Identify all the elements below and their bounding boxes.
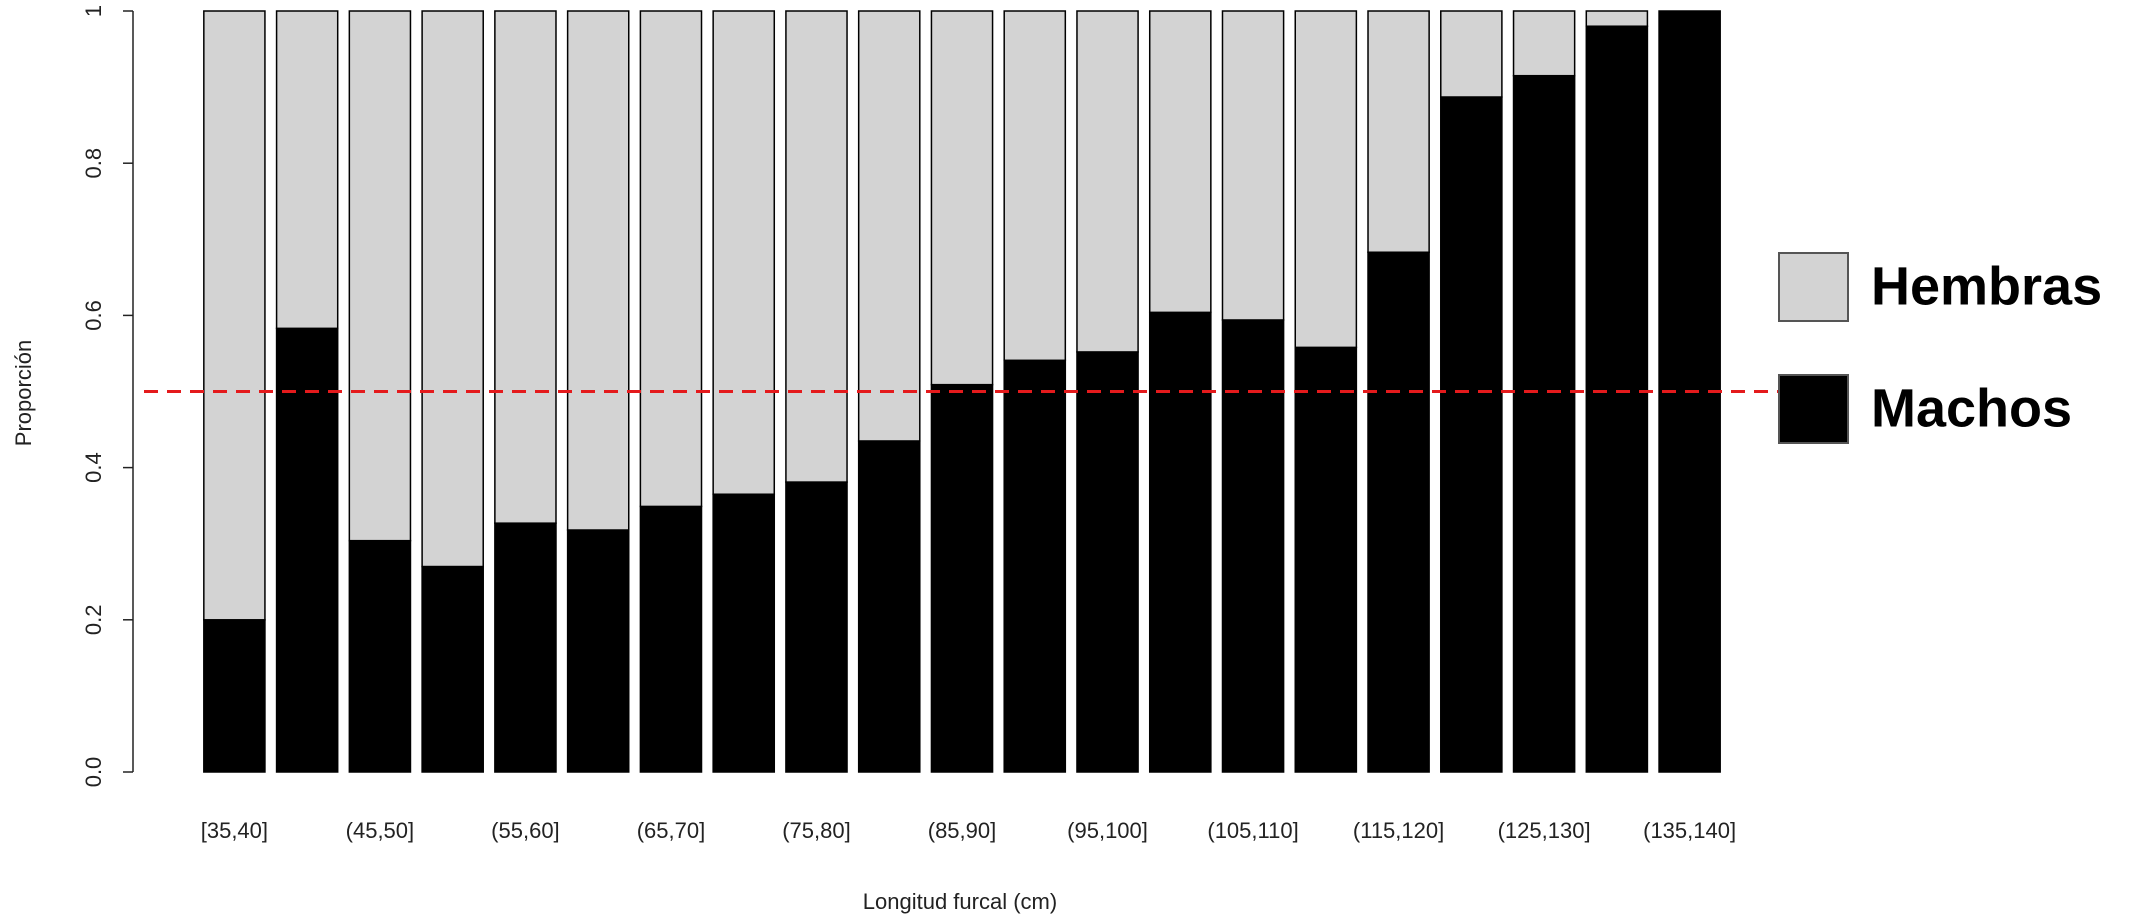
bar-segment: [203, 619, 266, 773]
bar-segment: [857, 10, 921, 442]
y-tick-label: 0.4: [81, 452, 106, 483]
x-tick-label: (75,80]: [782, 818, 851, 843]
bar-segment: [1294, 10, 1358, 349]
bar-segment: [1148, 311, 1212, 773]
bar-segment: [203, 10, 266, 621]
bar-segment: [857, 440, 921, 773]
bar-segment: [639, 10, 703, 508]
bar-segment: [1076, 10, 1139, 353]
bar-segment: [566, 529, 630, 773]
y-tick-label: 0.8: [81, 148, 106, 179]
y-tick-label: 1: [81, 5, 106, 17]
x-tick-label: [35,40]: [201, 818, 268, 843]
bar-segment: [639, 505, 703, 773]
bar-segment: [348, 10, 412, 542]
bar-segment: [1221, 319, 1285, 773]
bar-segment: [1294, 346, 1358, 773]
bar-segment: [1440, 10, 1503, 98]
bar-segment: [712, 10, 776, 495]
legend-label: Machos: [1871, 378, 2072, 438]
bar-segment: [1003, 10, 1067, 362]
bar-segment: [275, 327, 339, 773]
bar-segment: [566, 10, 630, 531]
bar-segment: [930, 10, 994, 386]
bar-segment: [421, 10, 484, 568]
bar-segment: [1585, 10, 1649, 27]
bar-segment: [1512, 74, 1576, 773]
x-tick-label: (115,120]: [1353, 818, 1444, 843]
bar-segment: [785, 10, 848, 483]
x-axis-label: Longitud furcal (cm): [863, 889, 1057, 914]
bar-segment: [1076, 351, 1139, 773]
y-axis-label: Proporción: [11, 340, 36, 446]
bar-segment: [785, 481, 848, 773]
bar-segment: [1221, 10, 1285, 321]
x-tick-label: (65,70]: [637, 818, 706, 843]
bar-segment: [421, 565, 484, 773]
x-tick-label: (135,140]: [1643, 818, 1736, 843]
bar-segment: [348, 539, 412, 773]
x-tick-label: (95,100]: [1067, 818, 1148, 843]
bar-segment: [1367, 10, 1430, 253]
x-tick-label: (105,110]: [1207, 818, 1298, 843]
x-tick-label: (55,60]: [491, 818, 560, 843]
bar-segment: [1440, 96, 1503, 773]
bar-segment: [1148, 10, 1212, 314]
y-tick-label: 0.2: [81, 605, 106, 636]
x-tick-label: (45,50]: [346, 818, 415, 843]
legend-label: Hembras: [1871, 256, 2102, 316]
y-tick-label: 0.6: [81, 300, 106, 331]
bar-segment: [494, 522, 557, 773]
bar-segment: [1512, 10, 1576, 77]
x-tick-label: (85,90]: [928, 818, 997, 843]
bar-segment: [930, 383, 994, 773]
x-tick-label: (125,130]: [1498, 818, 1591, 843]
bar-segment: [1003, 359, 1067, 773]
legend-swatch: [1778, 252, 1849, 322]
bar-segment: [1585, 25, 1649, 773]
bar-segment: [712, 493, 776, 773]
y-tick-label: 0.0: [81, 757, 106, 788]
bar-segment: [275, 10, 339, 330]
bar-segment: [494, 10, 557, 524]
bar-segment: [1367, 251, 1430, 773]
legend-swatch: [1778, 374, 1849, 444]
